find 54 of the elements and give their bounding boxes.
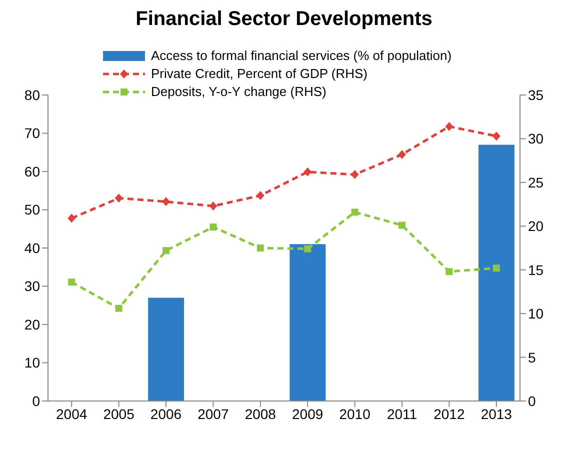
point [446,268,453,276]
point [351,208,358,216]
y2-tick-label: 5 [528,349,536,366]
y-tick-label: 30 [24,278,40,294]
point [162,247,170,254]
y-tick-label: 50 [24,202,40,218]
x-tick-label: 2005 [103,406,135,422]
point [304,167,312,176]
x-tick-label: 2004 [56,406,88,422]
legend-label: Access to formal financial services (% of population) [151,47,452,65]
point [115,304,122,312]
y-tick-label: 80 [24,86,40,103]
y2-tick-label: 25 [528,174,544,190]
y-tick-label: 60 [24,163,40,180]
y2-tick-label: 10 [528,306,544,322]
y2-tick-label: 0 [528,392,536,409]
y-tick-label: 10 [24,354,40,371]
bar [148,298,184,401]
point [68,278,76,286]
point [68,214,76,223]
y2-tick-label: 35 [528,86,544,103]
bar [290,244,326,401]
point [350,170,359,180]
point [114,194,123,203]
x-tick-label: 2006 [150,406,182,422]
y2-tick-label: 15 [528,262,544,278]
point [304,245,312,252]
chart-title: Financial Sector Developments [134,8,434,31]
point [398,150,406,159]
point [162,197,170,206]
y-tick-label: 40 [24,240,40,256]
bar [478,144,514,401]
x-tick-label: 2011 [386,406,418,422]
point [492,264,500,272]
point [445,122,454,131]
legend-label: Deposits, Y-o-Y change (RHS) [151,83,326,101]
point [210,224,217,231]
x-tick-label: 2007 [198,406,229,422]
x-tick-label: 2010 [339,406,371,422]
x-tick-label: 2013 [480,406,512,422]
y-tick-label: 20 [24,316,40,332]
y2-tick-label: 20 [528,218,544,234]
legend-label: Private Credit, Percent of GDP (RHS) [151,65,368,83]
y2-tick-label: 30 [528,130,544,147]
point [492,132,500,141]
point [398,222,406,229]
x-tick-label: 2012 [434,406,465,422]
point [256,244,264,252]
point [256,191,264,200]
x-tick-label: 2009 [292,406,324,422]
point [209,202,218,211]
x-tick-label: 2008 [244,406,276,422]
y-tick-label: 70 [24,125,40,142]
y-tick-label: 0 [32,392,40,409]
